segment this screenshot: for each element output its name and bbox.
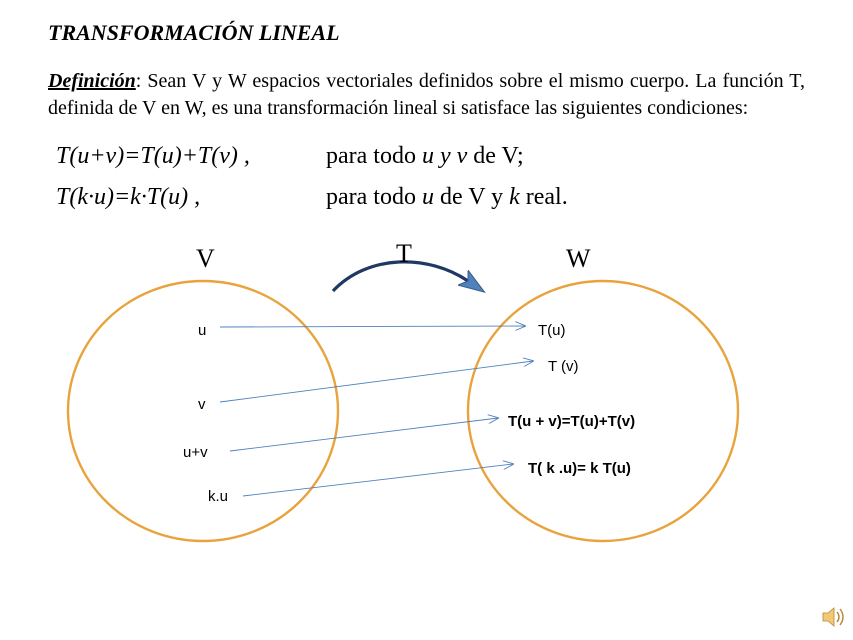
eq2-rhs-u: u — [422, 184, 434, 210]
label-T-v: T (v) — [548, 358, 579, 375]
equation-1-lhs: T(u+v)=T(u)+T(v) , — [56, 136, 326, 177]
eq2-rhs-k: k — [509, 184, 520, 210]
label-T-k-u: T( k .u)= k T(u) — [528, 460, 631, 477]
eq2-rhs-mid: de V y — [434, 184, 509, 210]
definition-text: : Sean V y W espacios vectoriales defini… — [48, 70, 805, 119]
set-W-ellipse — [468, 281, 738, 541]
mapping-diagram: V T Wu v u+v k.u T(u) T (v) T(u + v)=T(u)+T(v) T(… — [48, 226, 808, 566]
mapping-arrow-1 — [220, 326, 525, 327]
definition-paragraph: Definición: Sean V y W espacios vectoria… — [48, 68, 805, 122]
mapping-arrow-4 — [243, 464, 513, 496]
eq1-rhs-uv: u y v — [422, 143, 467, 169]
equation-2-rhs: para todo u de V y k real. — [326, 177, 568, 218]
equation-2-lhs: T(k·u)=k·T(u) , — [56, 177, 326, 218]
eq1-rhs-post: de V; — [467, 143, 523, 169]
label-T-u-plus-v: T(u + v)=T(u)+T(v) — [508, 413, 635, 430]
label-u-plus-v: u+v — [183, 444, 208, 461]
equation-1: T(u+v)=T(u)+T(v) , para todo u y v de V; — [56, 136, 805, 177]
label-T: T — [396, 239, 412, 268]
label-v: v — [198, 396, 206, 413]
label-W: W — [566, 244, 591, 273]
equations-block: T(u+v)=T(u)+T(v) , para todo u y v de V;… — [56, 136, 805, 218]
label-k-dot-u: k.u — [208, 488, 228, 505]
equation-1-rhs: para todo u y v de V; — [326, 136, 524, 177]
eq2-rhs-post: real. — [520, 184, 568, 210]
definition-label: Definición — [48, 70, 136, 92]
mapping-arrow-2 — [220, 361, 533, 402]
page-title: TRANSFORMACIÓN LINEAL — [48, 20, 805, 46]
eq1-rhs-pre: para todo — [326, 143, 422, 169]
label-V: V — [196, 244, 215, 273]
equation-2: T(k·u)=k·T(u) , para todo u de V y k rea… — [56, 177, 805, 218]
mapping-arrow-3 — [230, 418, 498, 451]
label-u: u — [198, 322, 206, 339]
audio-icon[interactable] — [821, 605, 849, 634]
eq2-rhs-pre: para todo — [326, 184, 422, 210]
label-T-u: T(u) — [538, 322, 566, 339]
